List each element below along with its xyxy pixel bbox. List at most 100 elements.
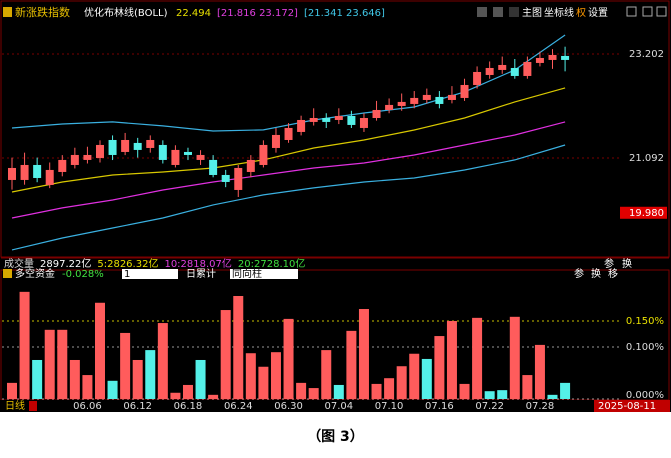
price-marker [620, 206, 667, 219]
icon[interactable] [3, 269, 12, 278]
icon[interactable] [626, 6, 637, 17]
x-tick-label: 06.12 [123, 401, 152, 412]
bar [371, 383, 382, 399]
toolbar-button[interactable]: 设置 [588, 7, 608, 19]
bar [195, 359, 206, 399]
candle-body [498, 64, 507, 70]
bar [157, 323, 168, 399]
candle-body [284, 127, 293, 140]
bar [434, 336, 445, 399]
x-tick-label: 06.06 [73, 401, 102, 412]
candle-body [385, 104, 394, 110]
candle-body [146, 139, 155, 148]
bar [182, 384, 193, 399]
toolbar-button[interactable]: 参 [604, 257, 614, 270]
bar [145, 350, 156, 399]
volume-value: 20:2728.10亿 [238, 257, 305, 270]
date-box [594, 400, 670, 412]
dropdown-value[interactable]: 同向柱 [232, 267, 262, 280]
bar [522, 375, 533, 399]
candle-body [70, 154, 79, 165]
bar [283, 318, 294, 399]
bar [258, 366, 269, 399]
x-tick-label: 07.10 [375, 401, 404, 412]
candle-body [359, 118, 368, 128]
bar [308, 388, 319, 399]
toolbar-button[interactable]: 换 [622, 257, 632, 270]
favorite[interactable] [509, 7, 519, 17]
bar [57, 329, 68, 399]
caption: （图 3） [307, 429, 364, 445]
panel-title: 多空资金 [15, 267, 55, 280]
x-tick-label: 07.04 [324, 401, 353, 412]
date-label: 2025-08-11 [598, 401, 656, 412]
bar [233, 296, 244, 399]
x-tick-label: 06.18 [174, 401, 203, 412]
candle-body [158, 144, 167, 160]
candle-body [171, 149, 180, 165]
candle-body [397, 101, 406, 106]
boll-line [11, 121, 566, 219]
price-marker-label: 19.980 [629, 208, 664, 219]
period: 日线 [5, 399, 25, 412]
candle-body [8, 167, 16, 180]
candle-body [523, 61, 532, 76]
boll-line [11, 144, 566, 251]
panel-title: 新涨跌指数 [15, 5, 70, 19]
candle-body [83, 154, 92, 160]
panel-value: -0.028% [62, 269, 104, 280]
toolbar-button[interactable]: 权 [576, 6, 586, 19]
bar [270, 352, 281, 399]
background [0, 0, 671, 412]
volume-value: 10:2818.07亿 [164, 257, 231, 270]
candle-body [510, 67, 519, 76]
candle-body [435, 96, 444, 104]
x-tick-label: 06.30 [274, 401, 303, 412]
x-tick-label: 07.28 [526, 401, 555, 412]
bar [497, 390, 508, 399]
icon[interactable] [656, 6, 667, 17]
bar [446, 320, 457, 399]
bar [421, 358, 432, 399]
candle-body [121, 139, 130, 152]
icon[interactable] [642, 6, 653, 17]
indicator-value: [21.341 23.646] [304, 8, 385, 19]
toolbar-button[interactable]: 主图 [522, 7, 542, 19]
candle-body [183, 151, 192, 155]
boll-line [11, 87, 566, 193]
candle-body [259, 144, 268, 165]
toolbar-button[interactable]: 换 [591, 267, 601, 280]
bar [132, 359, 143, 399]
bar [560, 382, 571, 399]
bar [346, 330, 357, 399]
bar [170, 392, 181, 399]
bar [321, 350, 332, 399]
y-tick-label: 21.092 [629, 153, 664, 164]
bar [107, 380, 118, 399]
bar [547, 394, 558, 399]
toolbar-button[interactable]: 参 [574, 267, 584, 280]
toolbar-button[interactable]: 移 [608, 267, 618, 280]
bar [509, 316, 520, 399]
bar [94, 302, 105, 399]
zoom-out[interactable] [493, 7, 503, 17]
frame [0, 0, 670, 258]
y-tick-label: 0.150% [626, 316, 664, 327]
dropdown[interactable] [122, 269, 178, 279]
label: 日累计 [186, 267, 216, 280]
toolbar-button[interactable]: 坐标线 [544, 6, 574, 19]
x-tick-label: 07.16 [425, 401, 454, 412]
volume-title: 成交量 [4, 257, 34, 270]
dropdown[interactable] [230, 269, 298, 279]
icon[interactable] [29, 401, 37, 411]
chart: 新涨跌指数 优化布林线(BOLL) 成交量 多空资金 -0.028% 日线 20… [0, 0, 671, 412]
bar [220, 310, 231, 399]
candle-body [196, 154, 205, 160]
candle-body [561, 55, 570, 60]
icon[interactable] [3, 7, 12, 17]
dropdown-value[interactable]: 1 [124, 269, 130, 280]
candle-body [347, 115, 356, 125]
zoom-in[interactable] [477, 7, 487, 17]
y-tick-label: 0.100% [626, 342, 664, 353]
